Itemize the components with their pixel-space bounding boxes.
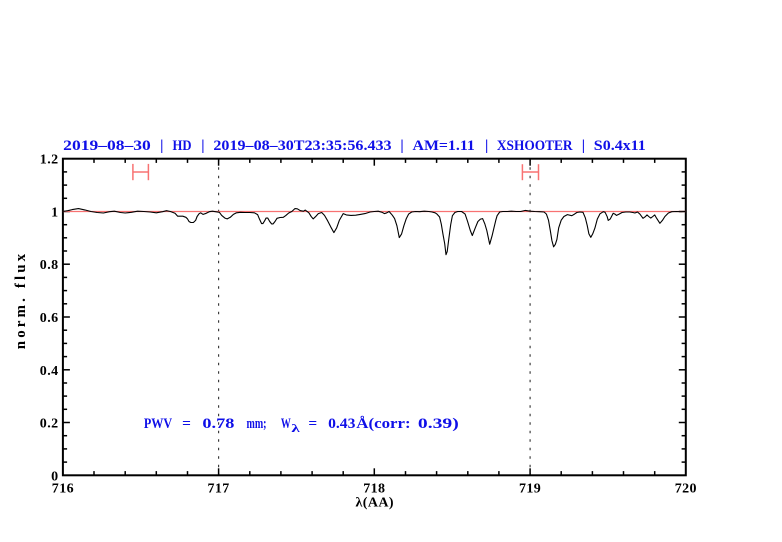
svg-text:2019–08–30: 2019–08–30 [63, 138, 151, 154]
svg-text:719: 719 [519, 481, 541, 496]
svg-text:0.78: 0.78 [202, 416, 234, 432]
svg-text:0.6: 0.6 [40, 311, 59, 326]
svg-text:0: 0 [51, 469, 58, 484]
svg-text:HD: HD [173, 138, 192, 154]
svg-text:λ: λ [291, 421, 300, 435]
svg-text:Å(corr:: Å(corr: [356, 416, 410, 432]
svg-text:716: 716 [52, 481, 74, 496]
svg-text:S0.4x11: S0.4x11 [594, 138, 646, 154]
svg-text:|: | [160, 138, 163, 154]
svg-text:2019–08–30T23:35:56.433: 2019–08–30T23:35:56.433 [213, 138, 391, 154]
svg-text:720: 720 [675, 481, 697, 496]
svg-text:|: | [485, 138, 488, 154]
svg-text:717: 717 [207, 481, 229, 496]
svg-text:0.4: 0.4 [40, 364, 59, 379]
svg-text:0.8: 0.8 [40, 258, 59, 273]
svg-text:=: = [182, 416, 191, 432]
svg-text:norm. flux: norm. flux [13, 251, 29, 350]
svg-text:|: | [201, 138, 204, 154]
svg-text:mm;: mm; [247, 416, 267, 432]
svg-text:λ(AA): λ(AA) [355, 496, 393, 511]
svg-text:0.2: 0.2 [40, 417, 59, 432]
svg-text:PWV: PWV [144, 416, 172, 432]
svg-text:0.43: 0.43 [328, 416, 355, 432]
svg-text:1: 1 [51, 206, 58, 221]
svg-text:AM=1.11: AM=1.11 [413, 138, 475, 154]
svg-text:1.2: 1.2 [40, 153, 59, 168]
svg-text:W: W [281, 416, 291, 432]
svg-text:=: = [308, 416, 317, 432]
svg-text:|: | [400, 138, 403, 154]
svg-text:718: 718 [363, 481, 385, 496]
svg-text:|: | [582, 138, 585, 154]
svg-text:0.39): 0.39) [418, 416, 459, 432]
svg-text:XSHOOTER: XSHOOTER [497, 138, 573, 154]
